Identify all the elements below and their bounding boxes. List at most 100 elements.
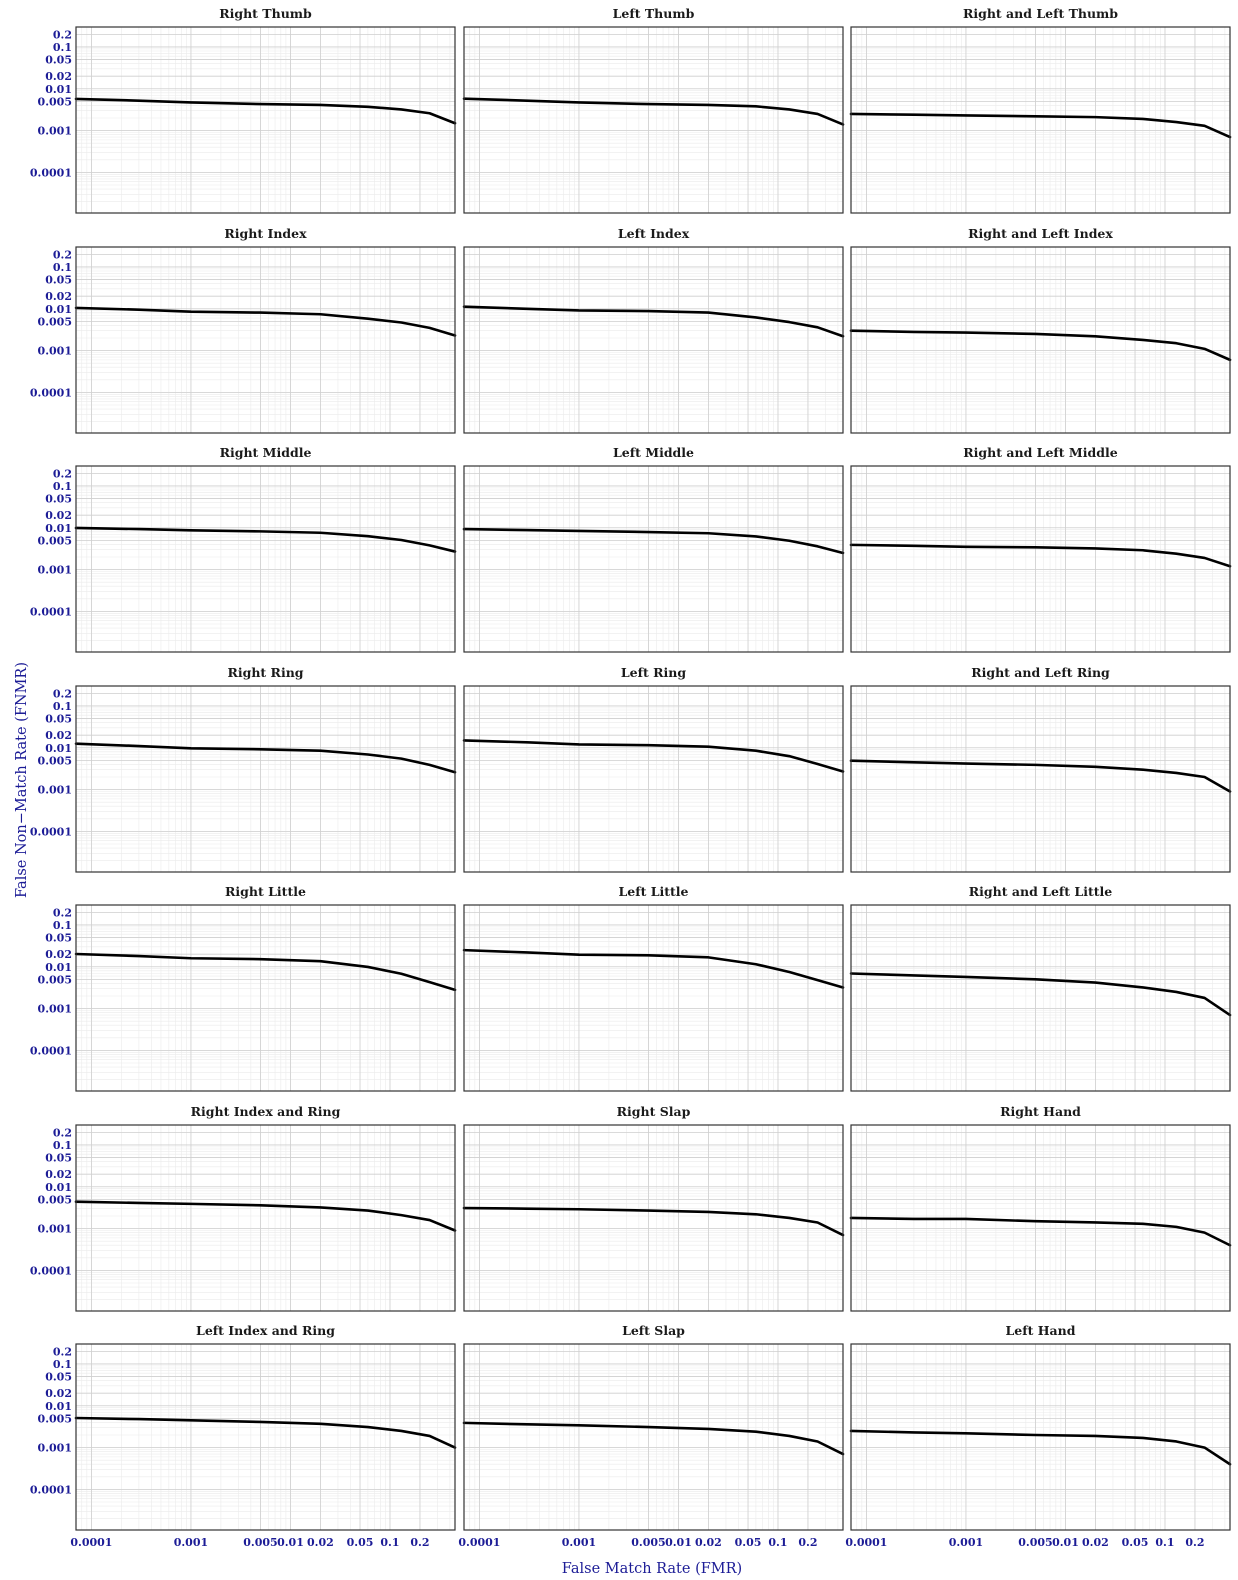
y-tick-label: 0.005: [38, 1193, 72, 1206]
panel-frame: [463, 685, 844, 873]
fnmr-curve: [849, 1216, 1232, 1247]
y-tick-label: 0.0001: [30, 1044, 72, 1057]
y-tick-label: 0.02: [45, 290, 72, 303]
y-tick-label: 0.001: [38, 125, 72, 138]
y-tick-label: 0.2: [53, 467, 72, 480]
panel-title: Right Hand: [1000, 1104, 1081, 1119]
facet-panel: Right Index 0.20.10.05 0.020.010.005 0.001 0…: [30, 226, 457, 434]
y-tick-label: 0.0001: [30, 1264, 72, 1277]
y-tick-label: 0.005: [38, 534, 72, 547]
panel-title: Right and Left Ring: [971, 665, 1110, 680]
panel-title: Left Ring: [621, 665, 686, 680]
panel-grid: [463, 27, 843, 213]
panel-frame: [75, 465, 456, 653]
y-tick-label: 0.01: [45, 83, 72, 96]
y-tick-label: 0.01: [45, 1181, 72, 1194]
facet-panel: Right Thumb 0.20.10.05 0.020.010.005 0.001 0…: [30, 6, 457, 214]
facet-panel: Right Little 0.20.10.05 0.020.010.005 0.001…: [30, 884, 457, 1092]
panel-grid: [463, 247, 843, 433]
y-tick-label: 0.0001: [30, 605, 72, 618]
panel-frame: [850, 465, 1231, 653]
y-tick-label: 0.2: [53, 687, 72, 700]
panel-title: Right and Left Thumb: [963, 6, 1118, 21]
panel-title: Left Slap: [622, 1323, 685, 1338]
y-tick-label: 0.05: [45, 932, 72, 945]
fnmr-curve: [849, 543, 1232, 568]
y-tick-label: 0.05: [45, 493, 72, 506]
panel-frame: [463, 246, 844, 434]
panel-title: Right Middle: [220, 445, 312, 460]
y-tick-label: 0.0001: [30, 386, 72, 399]
panel-frame: [850, 1124, 1231, 1312]
panel-frame: [850, 904, 1231, 1092]
panel-grid: [75, 1344, 455, 1530]
panel-title: Left Little: [618, 884, 688, 899]
y-tick-label: 0.001: [38, 1223, 72, 1236]
facet-panel: Right Middle 0.20.10.05 0.020.010.005 0.001…: [30, 445, 457, 653]
panel-title: Right Slap: [617, 1104, 691, 1119]
y-tick-label: 0.0001: [30, 166, 72, 179]
y-tick-label: 0.2: [53, 1126, 72, 1139]
panel-title: Right and Left Little: [969, 884, 1112, 899]
panel-frame: [75, 685, 456, 873]
facet-panel: Right and Left Little: [849, 884, 1232, 1092]
panel-grid: [463, 1344, 843, 1530]
y-tick-label: 0.01: [45, 1400, 72, 1413]
panel-frame: [850, 1343, 1231, 1531]
fnmr-curve: [462, 739, 845, 773]
panel-frame: [75, 1124, 456, 1312]
y-tick-label: 0.05: [45, 1371, 72, 1384]
y-tick-label: 0.005: [38, 1412, 72, 1425]
panel-frame: [850, 246, 1231, 434]
y-tick-label: 0.05: [45, 54, 72, 67]
x-tick-label: 0.0001: [845, 1536, 887, 1549]
y-tick-label: 0.02: [45, 948, 72, 961]
x-tick-label: 0.05: [1122, 1536, 1149, 1549]
panel-grid: [850, 686, 1230, 872]
panel-frame: [75, 26, 456, 214]
panel-title: Right and Left Middle: [963, 445, 1117, 460]
facet-panel: Right and Left Middle: [849, 445, 1232, 653]
x-tick-label: 0.02: [307, 1536, 334, 1549]
x-tick-label: 0.1: [380, 1536, 399, 1549]
fnmr-curve: [462, 527, 845, 555]
y-tick-label: 0.02: [45, 70, 72, 83]
facet-panel: Left Index and Ring0.20.10.050.020.010.0…: [30, 1323, 457, 1549]
y-tick-label: 0.005: [38, 754, 72, 767]
facet-panel: Left Hand 0.0001 0.001 0.005 0.01 0.02 0.05 0.1…: [845, 1323, 1232, 1549]
y-tick-label: 0.005: [38, 973, 72, 986]
y-tick-label: 0.02: [45, 509, 72, 522]
fnmr-curve: [462, 97, 845, 126]
panel-grid: [75, 27, 455, 213]
y-tick-label: 0.1: [53, 261, 72, 274]
y-tick-label: 0.2: [53, 1345, 72, 1358]
facet-panel: Right and Left Thumb: [849, 6, 1232, 214]
fnmr-curve: [849, 1429, 1232, 1466]
fnmr-curve: [849, 329, 1232, 362]
y-tick-label: 0.0001: [30, 1483, 72, 1496]
panel-grid: [850, 905, 1230, 1091]
panel-grid: [75, 905, 455, 1091]
panel-grid: [850, 466, 1230, 652]
y-tick-label: 0.02: [45, 1387, 72, 1400]
fnmr-curve: [849, 759, 1232, 793]
y-tick-label: 0.001: [38, 784, 72, 797]
y-tick-label: 0.001: [38, 1003, 72, 1016]
x-tick-label: 0.05: [735, 1536, 762, 1549]
y-tick-label: 0.05: [45, 713, 72, 726]
panel-title: Left Index and Ring: [196, 1323, 335, 1338]
fnmr-curve: [74, 1200, 457, 1232]
fnmr-curve: [849, 972, 1232, 1017]
panel-title: Left Middle: [613, 445, 694, 460]
x-tick-label: 0.02: [1082, 1536, 1109, 1549]
x-tick-label: 0.05: [347, 1536, 374, 1549]
x-tick-label: 0.01: [277, 1536, 304, 1549]
panel-frame: [463, 1343, 844, 1531]
x-tick-label: 0.005: [243, 1536, 277, 1549]
panel-frame: [463, 1124, 844, 1312]
panel-frame: [75, 246, 456, 434]
y-tick-label: 0.2: [53, 248, 72, 261]
fnmr-curve: [462, 1421, 845, 1456]
panel-title: Left Index: [618, 226, 690, 241]
